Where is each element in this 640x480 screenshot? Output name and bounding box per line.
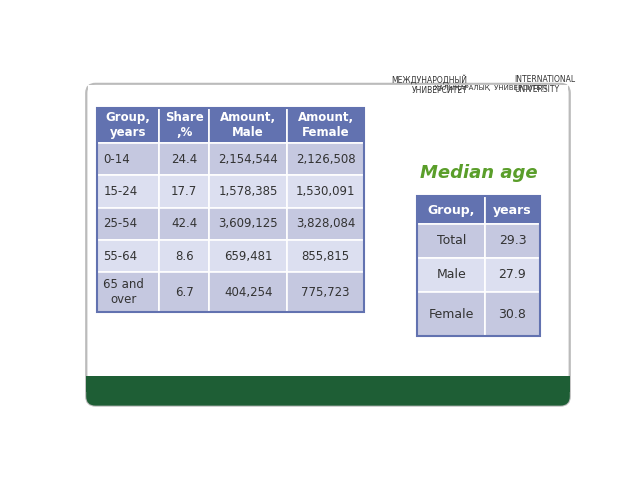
Bar xyxy=(86,376,570,392)
Bar xyxy=(287,273,364,312)
Text: 65 and
over: 65 and over xyxy=(103,278,144,306)
Text: years: years xyxy=(493,204,532,216)
Text: Amount,
Male: Amount, Male xyxy=(220,111,276,139)
Text: ХАЛЫҚАРАЛЫҚ  УНИВЕРСИТЕТІ: ХАЛЫҚАРАЛЫҚ УНИВЕРСИТЕТІ xyxy=(435,85,547,91)
Bar xyxy=(209,273,287,312)
Text: INTERNATIONAL
UNIVERSITY: INTERNATIONAL UNIVERSITY xyxy=(514,74,575,94)
Bar xyxy=(287,108,364,143)
Bar xyxy=(287,175,364,208)
Bar xyxy=(209,175,287,208)
Bar xyxy=(97,143,159,175)
Text: Group,
years: Group, years xyxy=(106,111,150,139)
Bar xyxy=(159,143,209,175)
Bar xyxy=(417,292,485,336)
Bar xyxy=(159,108,209,143)
Text: 30.8: 30.8 xyxy=(499,308,526,321)
Text: Female: Female xyxy=(429,308,474,321)
Bar xyxy=(97,208,159,240)
Text: МЕЖДУНАРОДНЫЙ
УНИВЕРСИТЕТ: МЕЖДУНАРОДНЫЙ УНИВЕРСИТЕТ xyxy=(392,74,467,95)
Text: 2,154,544: 2,154,544 xyxy=(218,153,278,166)
Bar xyxy=(97,240,159,273)
Bar xyxy=(209,108,287,143)
Text: 25-54: 25-54 xyxy=(103,217,138,230)
Text: 3,828,084: 3,828,084 xyxy=(296,217,355,230)
Bar xyxy=(485,258,540,292)
Bar xyxy=(97,175,159,208)
Bar xyxy=(209,240,287,273)
Text: 2,126,508: 2,126,508 xyxy=(296,153,355,166)
FancyBboxPatch shape xyxy=(86,84,570,406)
Bar xyxy=(287,143,364,175)
Bar xyxy=(209,143,287,175)
Bar xyxy=(159,175,209,208)
Text: 855,815: 855,815 xyxy=(301,250,349,263)
Bar xyxy=(417,196,485,224)
Text: 15-24: 15-24 xyxy=(103,185,138,198)
Bar xyxy=(485,196,540,224)
Text: 27.9: 27.9 xyxy=(499,268,526,281)
Text: Share
,%: Share ,% xyxy=(165,111,204,139)
Bar xyxy=(159,240,209,273)
Bar xyxy=(97,108,159,143)
Bar xyxy=(159,273,209,312)
Bar xyxy=(159,208,209,240)
Bar xyxy=(97,273,159,312)
Bar xyxy=(287,208,364,240)
Text: 404,254: 404,254 xyxy=(224,286,273,299)
Text: 1,530,091: 1,530,091 xyxy=(296,185,355,198)
Text: Group,: Group, xyxy=(428,204,475,216)
FancyBboxPatch shape xyxy=(86,378,570,406)
Bar xyxy=(88,85,568,389)
Text: 1,578,385: 1,578,385 xyxy=(218,185,278,198)
Text: Median age: Median age xyxy=(420,164,537,182)
Bar xyxy=(417,196,540,336)
Text: 6.7: 6.7 xyxy=(175,286,194,299)
Text: 0-14: 0-14 xyxy=(103,153,130,166)
Text: 55-64: 55-64 xyxy=(103,250,138,263)
Text: 42.4: 42.4 xyxy=(171,217,197,230)
Text: 775,723: 775,723 xyxy=(301,286,350,299)
Text: 3,609,125: 3,609,125 xyxy=(218,217,278,230)
Text: Amount,
Female: Amount, Female xyxy=(298,111,354,139)
Text: 659,481: 659,481 xyxy=(224,250,273,263)
Bar xyxy=(209,208,287,240)
Bar xyxy=(417,224,485,258)
Text: 8.6: 8.6 xyxy=(175,250,193,263)
Bar xyxy=(97,108,364,312)
Text: 24.4: 24.4 xyxy=(171,153,197,166)
Bar xyxy=(485,224,540,258)
Text: Male: Male xyxy=(436,268,466,281)
Bar xyxy=(287,240,364,273)
Text: 17.7: 17.7 xyxy=(171,185,197,198)
Text: 29.3: 29.3 xyxy=(499,234,526,247)
Text: Total: Total xyxy=(436,234,466,247)
Bar xyxy=(417,258,485,292)
Bar xyxy=(485,292,540,336)
